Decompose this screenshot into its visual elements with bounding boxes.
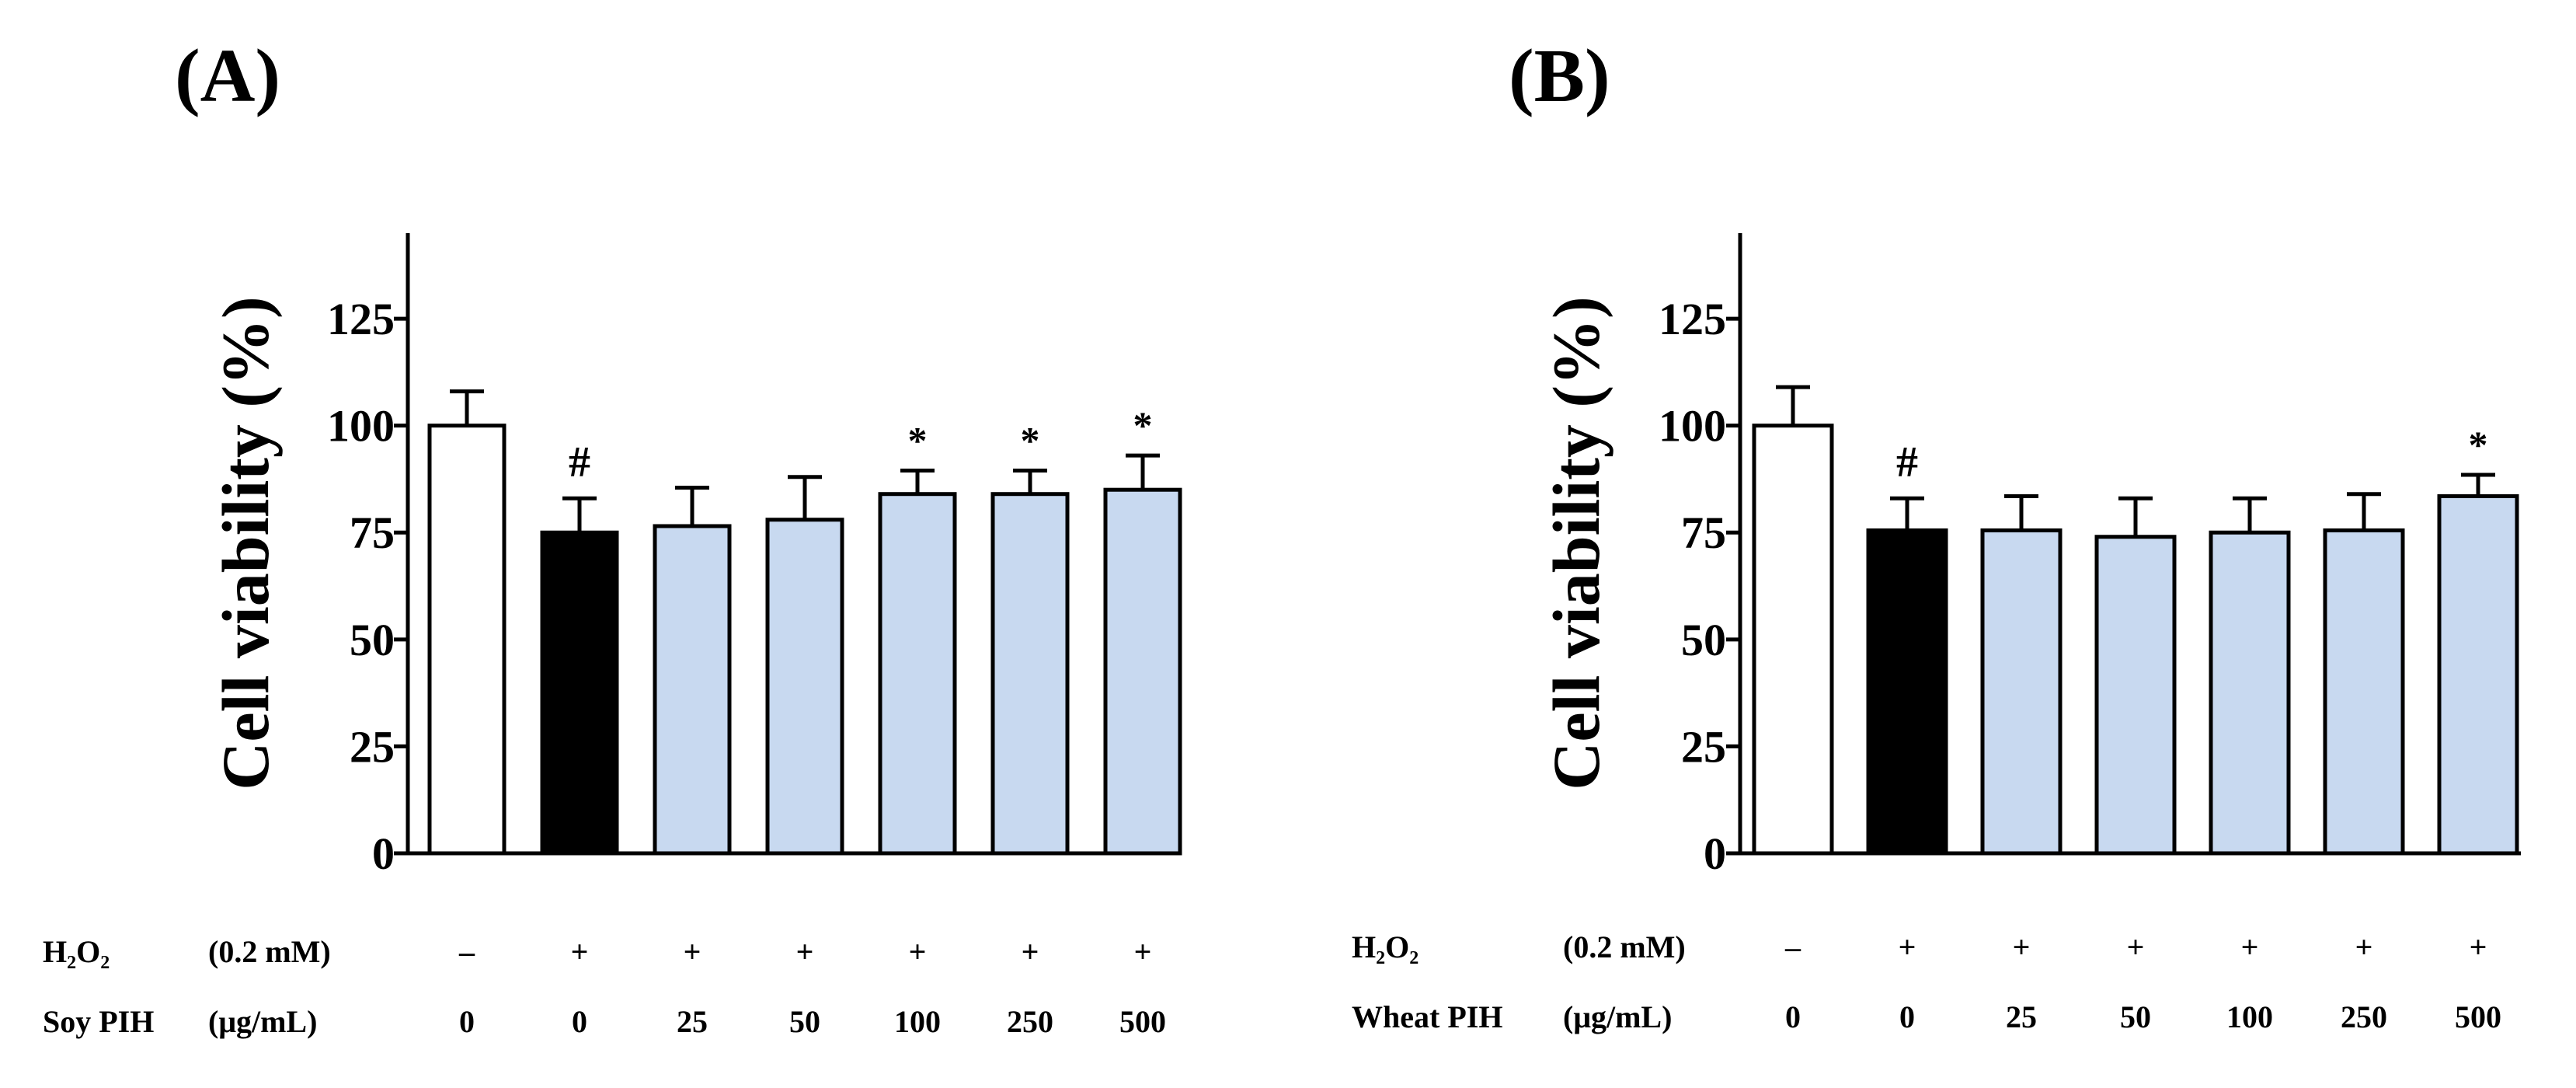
row-value: – <box>458 934 475 969</box>
row-value: + <box>909 934 927 969</box>
bar <box>2323 528 2405 856</box>
row-value: 0 <box>459 1004 475 1039</box>
y-tick-label: 125 <box>327 294 395 344</box>
panel-label: (B) <box>1509 34 1610 118</box>
y-tick-label: 100 <box>327 401 395 452</box>
row-value: + <box>2127 929 2145 964</box>
bar <box>2437 493 2519 856</box>
row-value: + <box>1022 934 1039 969</box>
row-value: 0 <box>572 1004 587 1039</box>
y-tick-label: 50 <box>1681 615 1726 665</box>
row-value: – <box>1784 929 1801 964</box>
bar <box>765 518 844 856</box>
y-tick-label: 0 <box>1704 828 1726 879</box>
y-tick-label: 0 <box>372 828 395 879</box>
row-value: 250 <box>1007 1004 1053 1039</box>
y-axis-title: Cell viability (%) <box>208 296 283 790</box>
row-label: H₂O₂ <box>43 934 110 969</box>
row-unit: (μg/mL) <box>1563 999 1672 1034</box>
row-value: 100 <box>894 1004 941 1039</box>
y-tick-label: 75 <box>350 507 395 558</box>
significance-marker: * <box>1133 403 1153 447</box>
y-tick-label: 75 <box>1681 507 1726 558</box>
row-unit: (0.2 mM) <box>208 934 331 969</box>
row-value: 0 <box>1785 999 1801 1034</box>
significance-marker: * <box>908 418 928 462</box>
significance-marker: # <box>1896 438 1918 486</box>
row-value: + <box>2355 929 2373 964</box>
bar <box>2209 530 2291 856</box>
bar <box>1103 487 1182 856</box>
row-value: 250 <box>2341 999 2387 1034</box>
y-tick-label: 25 <box>350 721 395 772</box>
bar <box>427 424 506 856</box>
bar <box>1752 424 1834 856</box>
y-tick-label: 100 <box>1659 401 1726 452</box>
row-label: H₂O₂ <box>1352 929 1419 964</box>
bar <box>990 492 1070 856</box>
row-value: + <box>2013 929 2031 964</box>
panel-b: (B) Cell viability (%) 0 25 50 75 100 125 # * H₂O₂… <box>1352 34 2521 1034</box>
row-value: + <box>684 934 701 969</box>
row-value: + <box>1899 929 1916 964</box>
row-unit: (0.2 mM) <box>1563 929 1686 964</box>
row-value: 50 <box>2120 999 2151 1034</box>
significance-marker: # <box>569 438 590 486</box>
panel-label: (A) <box>175 34 280 118</box>
y-tick-label: 50 <box>350 615 395 665</box>
significance-marker: * <box>2469 423 2488 466</box>
panel-a: (A) Cell viability (%) 0 25 50 75 100 125 # * * * H₂… <box>43 34 1182 1039</box>
significance-marker: * <box>1021 418 1040 462</box>
row-value: 25 <box>677 1004 708 1039</box>
row-value: 500 <box>2455 999 2501 1034</box>
y-axis-title: Cell viability (%) <box>1539 296 1613 790</box>
row-value: 0 <box>1899 999 1915 1034</box>
row-value: + <box>1134 934 1152 969</box>
row-value: + <box>2241 929 2259 964</box>
row-label: Soy PIH <box>43 1004 154 1039</box>
row-value: 50 <box>789 1004 820 1039</box>
row-value: + <box>2470 929 2487 964</box>
row-value: 25 <box>2006 999 2037 1034</box>
y-tick-label: 125 <box>1659 294 1726 344</box>
row-value: + <box>796 934 814 969</box>
row-value: 100 <box>2226 999 2273 1034</box>
y-tick-label: 25 <box>1681 721 1726 772</box>
row-value: 500 <box>1119 1004 1166 1039</box>
bar <box>540 530 619 856</box>
row-unit: (μg/mL) <box>208 1004 317 1039</box>
bar <box>653 524 732 856</box>
bar <box>878 492 957 856</box>
bar <box>1866 528 1948 856</box>
row-value: + <box>571 934 589 969</box>
bar <box>2094 535 2177 856</box>
bar <box>1980 528 2063 856</box>
row-label: Wheat PIH <box>1352 999 1502 1034</box>
